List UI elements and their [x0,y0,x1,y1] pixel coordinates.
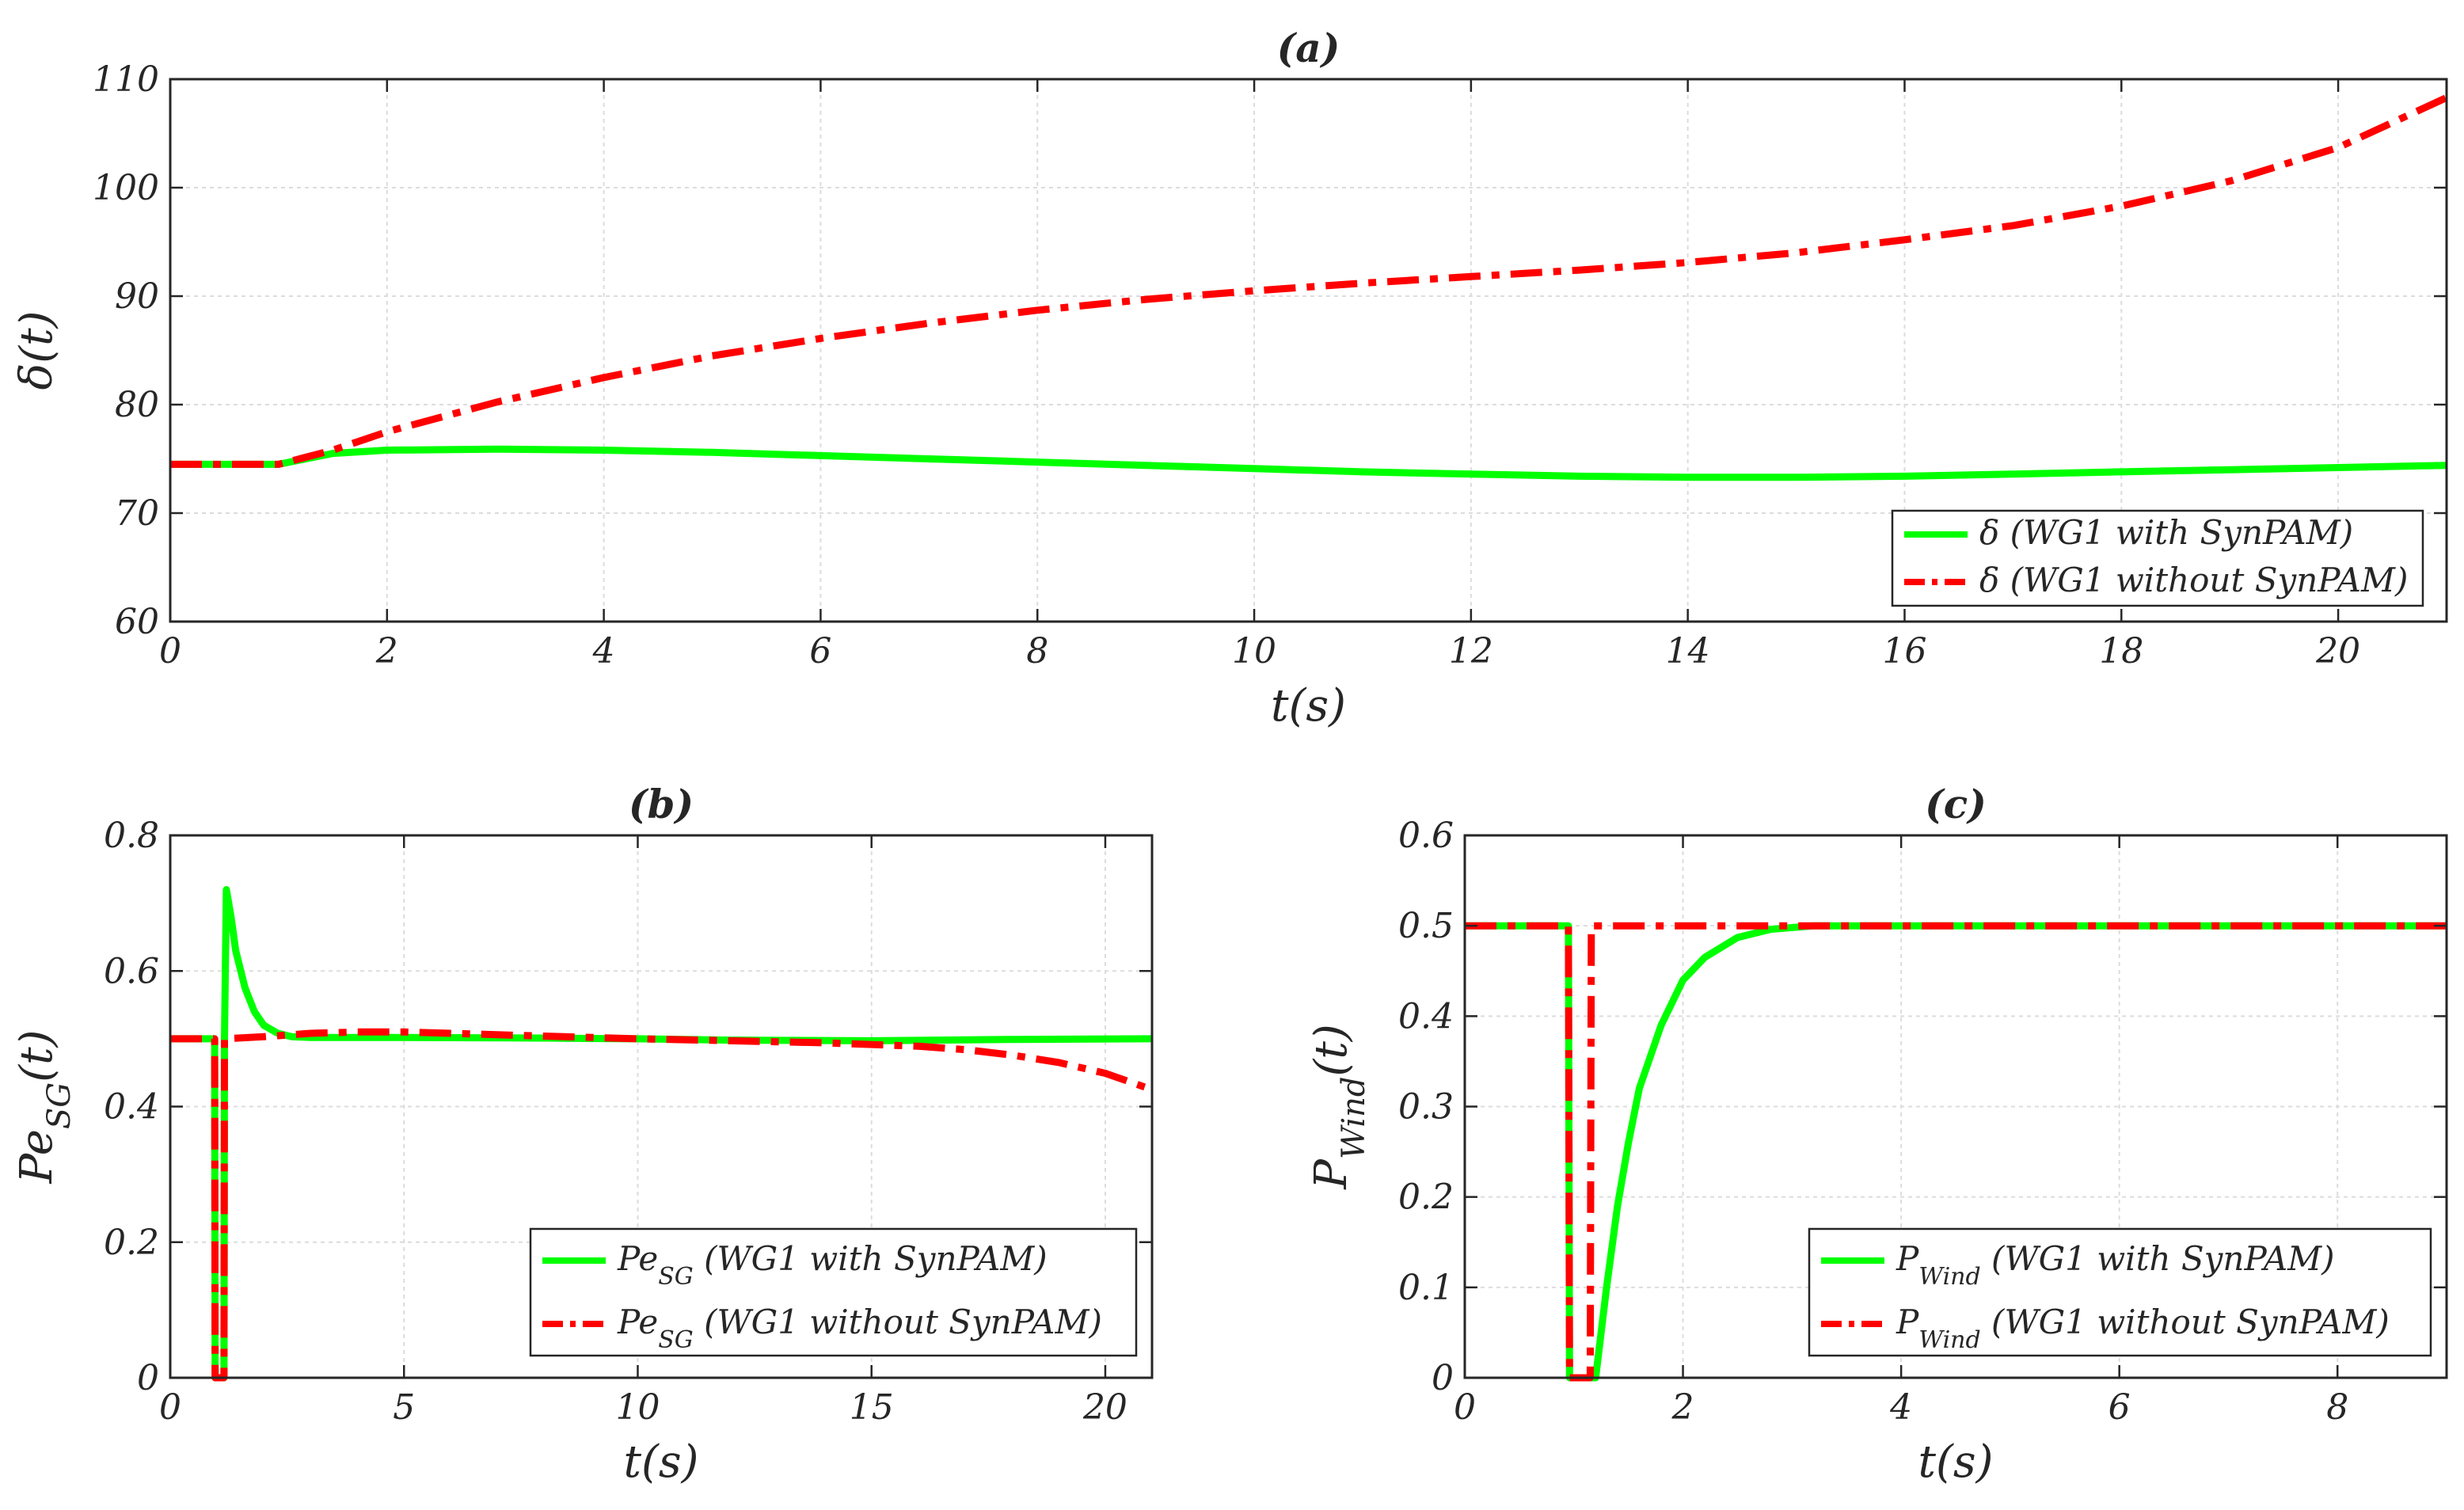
x-tick-label: 14 [1666,631,1710,671]
y-axis-label-part-0: Pe [11,1129,63,1184]
chart-title: (b) [629,781,694,827]
panel-c: 0 2 4 6 800.10.20.30.40.50.6(c)t(s)PWind(t)P… [1306,781,2448,1488]
x-tick-label: 0 [159,631,181,671]
legend-box [529,1227,1138,1357]
x-axis-label: t(s) [1918,1436,1994,1488]
x-tick-label: 0 [1454,1387,1476,1428]
panel-a: 0 2 4 6 8 10 12 14 16 18 20 60 70 80 90 100 110 (a) t(s) δ(… [11,25,2448,732]
y-axis-label-text: PWind(t) [1306,1024,1372,1189]
legend-label-without-synpam-part-1: SG [658,1326,694,1354]
y-axis-label-part-2: (t) [11,1030,63,1082]
x-tick-label: 5 [393,1387,415,1428]
y-tick-label: 0.3 [1398,1087,1454,1128]
legend: PeSG (WG1 with SynPAM)PeSG (WG1 without … [529,1227,1138,1357]
legend-label-without-synpam-part-0: δ (WG1 without SynPAM) [1979,561,2408,599]
y-axis-label-part-0: P [1306,1158,1357,1190]
x-tick-label: 18 [2099,631,2143,671]
legend-label-without-synpam-text: PeSG (WG1 without SynPAM) [617,1303,1102,1354]
y-tick-label: 0.4 [104,1087,159,1128]
legend-label-with-synpam-part-0: δ (WG1 with SynPAM) [1979,513,2353,552]
legend-box [1891,509,2424,607]
legend-label-with-synpam-part-1: Wind [1918,1263,1980,1291]
x-tick-label: 6 [2108,1387,2131,1428]
y-axis-label-text: δ(t) [11,311,63,390]
y-tick-label: 0 [137,1358,159,1398]
y-axis-label-text: PeSG(t) [11,1030,78,1185]
axes-frame [169,78,2448,623]
y-tick-label: 80 [115,385,159,425]
y-tick-label: 0.8 [104,816,159,856]
legend-label-without-synpam-text: δ (WG1 without SynPAM) [1979,561,2408,599]
y-tick-label: 0.2 [104,1223,159,1263]
legend: δ (WG1 with SynPAM) δ (WG1 without SynPAM… [1891,509,2424,607]
y-axis-label-part-1: SG [41,1082,78,1129]
y-tick-label: 0.6 [104,951,159,991]
y-tick-label: 70 [115,493,159,534]
x-tick-label: 4 [592,631,615,671]
x-tick-label: 6 [809,631,831,671]
legend-label-without-synpam-part-1: Wind [1918,1326,1980,1354]
legend-label-with-synpam-text: PWind (WG1 with SynPAM) [1896,1239,2335,1291]
legend-label-with-synpam-part-2: (WG1 with SynPAM) [694,1239,1048,1278]
x-tick-label: 16 [1882,631,1926,671]
y-axis-label-part-1: Wind [1336,1076,1372,1159]
x-tick-label: 12 [1449,631,1493,671]
y-tick-label: 0 [1432,1358,1454,1398]
x-axis-label: t(s) [624,1436,699,1488]
y-tick-label: 0.2 [1398,1177,1454,1218]
y-tick-label: 0.5 [1398,906,1454,946]
x-tick-label: 8 [2326,1387,2348,1428]
y-axis-label-part-0: δ(t) [11,311,63,390]
y-tick-label: 110 [93,59,159,100]
y-tick-label: 90 [115,276,159,317]
panel-b: 0 5 10 15 2000.20.40.60.8(b)t(s)PeSG(t)PeSG … [11,781,1154,1488]
x-tick-label: 4 [1889,1387,1912,1428]
y-tick-label: 0.4 [1398,996,1454,1036]
y-tick-label: 60 [115,602,159,642]
x-tick-label: 2 [1671,1387,1694,1428]
legend-label-with-synpam-part-2: (WG1 with SynPAM) [1981,1239,2335,1278]
legend-label-with-synpam-text: δ (WG1 with SynPAM) [1979,513,2353,552]
y-tick-label: 0.1 [1398,1268,1454,1308]
x-tick-label: 20 [1082,1387,1127,1428]
legend-label-without-synpam-part-0: P [1896,1303,1919,1341]
chart-title: (a) [1277,25,1340,71]
legend-label-with-synpam-part-0: Pe [617,1239,658,1278]
x-axis-label: t(s) [1271,680,1346,732]
legend-label-without-synpam-part-2: (WG1 without SynPAM) [694,1303,1102,1341]
series-line-with-synpam [170,445,2447,481]
legend-label-with-synpam-part-0: P [1896,1239,1919,1278]
legend-label-without-synpam-part-2: (WG1 without SynPAM) [1981,1303,2390,1341]
y-tick-label: 100 [93,168,159,208]
legend-label-with-synpam-text: PeSG (WG1 with SynPAM) [617,1239,1048,1291]
y-tick-label: 0.6 [1398,816,1454,856]
x-tick-label: 10 [615,1387,660,1428]
x-tick-label: 10 [1232,631,1276,671]
legend-box [1808,1227,2432,1357]
legend: PWind (WG1 with SynPAM)PWind (WG1 withou… [1808,1227,2432,1357]
x-tick-label: 8 [1026,631,1048,671]
x-tick-label: 2 [375,631,398,671]
x-tick-label: 20 [2315,631,2360,671]
legend-label-with-synpam-part-1: SG [658,1263,694,1291]
series-line-without-synpam [170,94,2448,468]
series-line-without-synpam [170,1028,1154,1382]
x-tick-label: 0 [159,1387,181,1428]
chart-title: (c) [1925,781,1987,827]
legend-label-without-synpam-part-0: Pe [617,1303,658,1341]
y-axis-label-part-2: (t) [1306,1024,1357,1076]
x-tick-label: 15 [850,1387,894,1428]
legend-label-without-synpam-text: PWind (WG1 without SynPAM) [1896,1303,2390,1354]
